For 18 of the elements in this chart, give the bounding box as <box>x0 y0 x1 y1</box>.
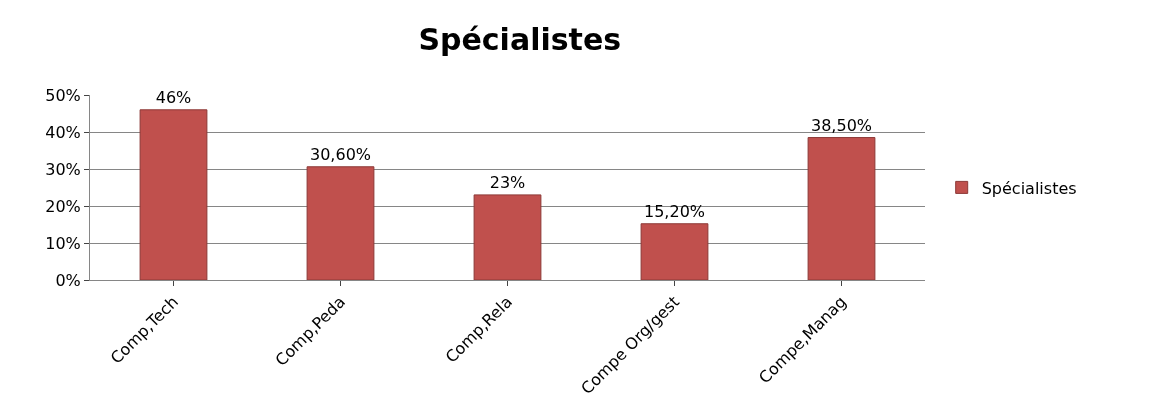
data-label: 46% <box>155 87 192 107</box>
y-tick-label: 50% <box>45 85 81 105</box>
y-tick-label: 20% <box>45 196 81 216</box>
y-tick-label: 40% <box>45 122 81 142</box>
bar <box>640 223 709 280</box>
y-tick-label: 0% <box>55 270 81 290</box>
legend-label: Spécialistes <box>981 178 1077 198</box>
y-tick-label: 10% <box>45 233 81 253</box>
data-label: 23% <box>489 172 526 192</box>
y-tick-label: 30% <box>45 159 81 179</box>
bar <box>473 194 542 280</box>
bar <box>306 166 375 280</box>
bar <box>807 137 876 280</box>
data-label: 30,60% <box>309 144 372 164</box>
chart-title: Spécialistes <box>418 21 622 57</box>
bar <box>139 109 208 280</box>
data-label: 38,50% <box>810 115 873 135</box>
data-label: 15,20% <box>643 201 706 221</box>
